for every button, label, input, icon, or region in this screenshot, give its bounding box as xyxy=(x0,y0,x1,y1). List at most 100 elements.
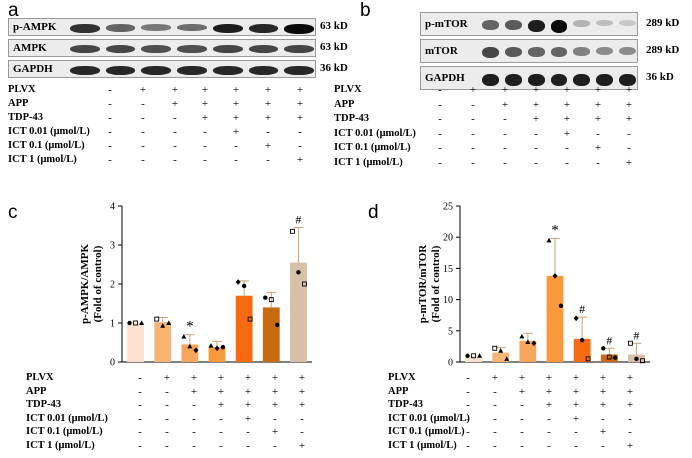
blot-kd-label: 289 kD xyxy=(646,44,680,56)
blot-band xyxy=(573,46,591,56)
blot-row: GAPDH xyxy=(420,66,638,90)
treatment-sign: + xyxy=(518,372,526,384)
data-point xyxy=(634,356,639,362)
blot-row: p-AMPK xyxy=(8,18,316,36)
treatment-sign: + xyxy=(271,385,279,398)
y-tick-label: 0 xyxy=(110,358,115,369)
data-point xyxy=(606,354,612,360)
blot-row-label: GAPDH xyxy=(423,72,467,84)
treatment-sign: + xyxy=(298,439,306,452)
blot-band xyxy=(619,73,636,87)
bar xyxy=(181,344,199,362)
y-tick-label: 2 xyxy=(110,280,115,291)
treatment-sign: + xyxy=(532,113,540,125)
treatment-sign: + xyxy=(264,98,272,110)
treatment-label: ICT 0.01 (μmol/L) xyxy=(388,412,470,424)
treatment-sign: + xyxy=(594,142,602,154)
treatment-label: PLVX xyxy=(26,372,54,383)
bar xyxy=(127,323,144,362)
data-point xyxy=(181,334,187,339)
y-tick-label: 0 xyxy=(448,358,453,369)
data-point xyxy=(166,320,172,325)
treatment-sign: - xyxy=(266,154,270,166)
treatment-sign: - xyxy=(273,439,277,452)
y-axis-label-unit: (Fold of control) xyxy=(430,245,442,322)
treatment-sign: + xyxy=(518,385,526,398)
treatment-sign: + xyxy=(563,98,571,111)
treatment-sign: - xyxy=(219,412,223,425)
treatment-sign: + xyxy=(244,399,252,411)
treatment-sign: - xyxy=(493,399,497,411)
blot-band xyxy=(527,46,545,57)
treatment-sign: - xyxy=(173,126,177,138)
treatment-sign: + xyxy=(594,113,602,125)
treatment-label: ICT 0.1 (μmol/L) xyxy=(26,426,103,437)
data-point xyxy=(504,356,510,361)
blot-row-label: p-mTOR xyxy=(423,18,470,30)
treatment-sign: + xyxy=(625,98,633,111)
treatment-sign: - xyxy=(503,156,507,169)
data-point xyxy=(492,345,498,351)
treatment-sign: - xyxy=(108,126,112,138)
bar xyxy=(600,354,618,362)
treatment-sign: - xyxy=(138,372,142,384)
data-point xyxy=(465,353,470,358)
treatment-label: APP xyxy=(388,385,409,397)
blot-band xyxy=(550,19,568,33)
treatment-sign: + xyxy=(501,84,509,96)
treatment-sign: + xyxy=(271,399,279,411)
treatment-sign: - xyxy=(138,385,142,398)
bar-chart-c: 0 1 2 3 4 p-AMPK/AMPK (Fold of control) * # xyxy=(79,202,312,369)
treatment-sign: + xyxy=(163,372,171,384)
data-point xyxy=(268,297,274,303)
treatment-sign: - xyxy=(266,126,270,138)
blot-band xyxy=(504,19,522,31)
treatment-label: ICT 1 (μmol/L) xyxy=(26,439,95,451)
treatment-sign: - xyxy=(165,385,169,398)
data-point xyxy=(639,358,645,364)
treatment-sign: - xyxy=(601,412,605,425)
blot-band xyxy=(212,45,243,54)
treatment-sign: + xyxy=(599,399,607,411)
blot-band xyxy=(527,19,545,33)
data-point xyxy=(187,343,193,349)
bar xyxy=(573,338,591,362)
treatment-sign: - xyxy=(203,154,207,166)
blot-band xyxy=(105,66,136,76)
blot-kd-label: 63 kD xyxy=(320,41,348,53)
blot-band xyxy=(70,24,100,33)
treatment-sign: - xyxy=(520,412,524,425)
treatment-sign: - xyxy=(165,399,169,411)
blot-row: p-mTOR xyxy=(420,12,638,36)
treatment-sign: - xyxy=(547,412,551,425)
treatment-sign: - xyxy=(141,98,145,110)
treatment-sign: - xyxy=(466,385,470,398)
treatment-sign: - xyxy=(300,412,304,425)
treatment-sign: - xyxy=(565,156,569,169)
treatment-sign: - xyxy=(192,439,196,452)
blot-band xyxy=(141,66,172,76)
treatment-sign: + xyxy=(563,127,571,140)
data-point xyxy=(154,316,160,322)
treatment-sign: + xyxy=(532,98,540,111)
treatment-label: ICT 0.1 (μmol/L) xyxy=(8,140,85,151)
treatment-sign: - xyxy=(138,412,142,425)
blot-band xyxy=(596,73,614,87)
blot-band xyxy=(482,73,499,87)
treatment-sign: - xyxy=(493,385,497,398)
blot-row-label: AMPK xyxy=(11,42,49,54)
treatment-sign: - xyxy=(138,439,142,452)
treatment-sign: - xyxy=(108,112,112,124)
treatment-sign: + xyxy=(599,372,607,384)
treatment-sign: + xyxy=(298,385,306,398)
treatment-sign: - xyxy=(138,399,142,411)
treatment-sign: - xyxy=(192,399,196,411)
treatment-label: ICT 0.01 (μmol/L) xyxy=(26,412,108,424)
treatment-sign: + xyxy=(264,84,272,96)
treatment-sign: + xyxy=(594,84,602,96)
data-point xyxy=(525,339,531,345)
blot-row-label: mTOR xyxy=(423,45,460,57)
treatment-sign: - xyxy=(108,140,112,152)
treatment-sign: + xyxy=(232,98,240,110)
blot-band xyxy=(619,19,636,27)
